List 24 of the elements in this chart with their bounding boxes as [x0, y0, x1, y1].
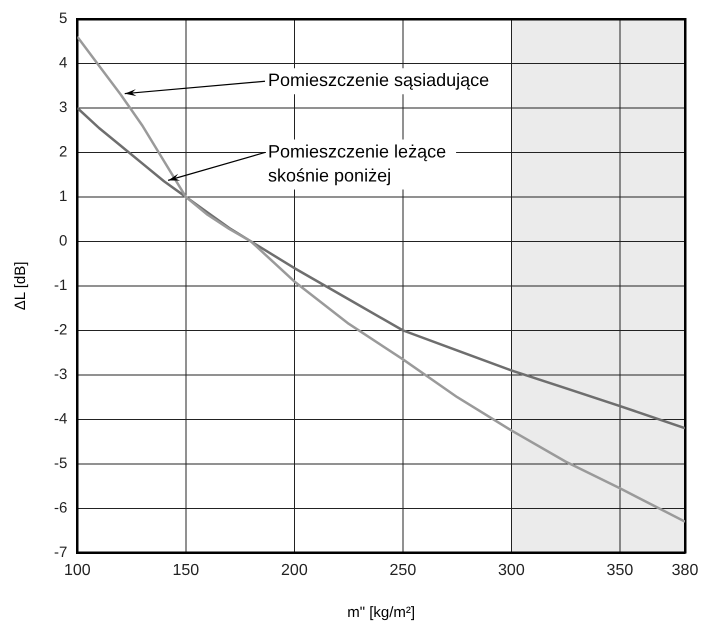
- y-tick-label: -3: [54, 366, 68, 384]
- y-tick-label: 3: [58, 99, 68, 116]
- y-tick-label: -4: [54, 410, 68, 428]
- x-axis-title: m" [kg/m²]: [347, 604, 416, 622]
- y-tick-label: -7: [54, 544, 68, 561]
- annotation: Pomieszczenie leżące skośnie poniżej: [268, 141, 446, 186]
- y-tick-label: -6: [54, 499, 68, 516]
- x-tick-label: 350: [606, 562, 634, 579]
- x-tick-label: 200: [281, 562, 308, 579]
- y-tick-label: 4: [58, 54, 68, 72]
- x-tick-label: 250: [390, 562, 416, 579]
- x-tick-label: 300: [498, 562, 525, 579]
- x-tick-label: 100: [64, 562, 91, 579]
- y-tick-label: -1: [54, 277, 68, 294]
- y-tick-label: 5: [58, 10, 68, 28]
- y-tick-label: 0: [58, 232, 68, 250]
- y-tick-label: 2: [58, 144, 68, 161]
- y-axis-title: ΔL [dB]: [12, 262, 30, 310]
- x-tick-label: 380: [672, 562, 698, 579]
- x-tick-label: 150: [172, 562, 200, 579]
- annotation: Pomieszczenie sąsiadujące: [268, 70, 490, 90]
- y-tick-label: 1: [58, 188, 68, 206]
- y-tick-label: -5: [54, 454, 68, 472]
- y-tick-label: -2: [54, 322, 68, 339]
